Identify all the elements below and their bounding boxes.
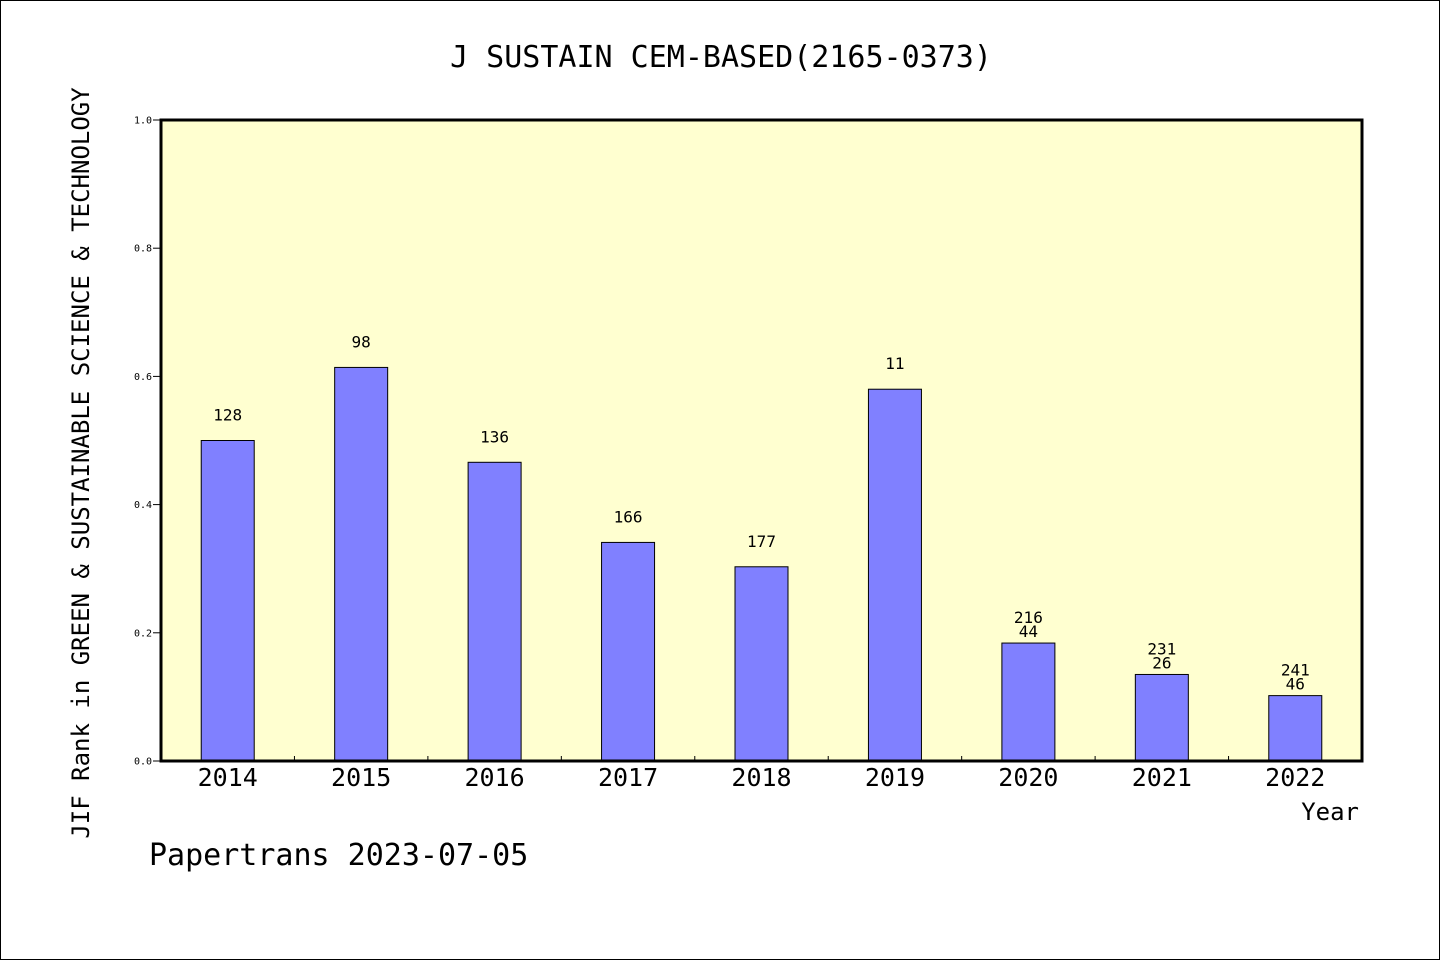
data-label: 98	[352, 332, 371, 351]
plot-frame	[159, 118, 1364, 763]
bar	[734, 566, 789, 762]
bar	[1268, 695, 1323, 762]
data-label-rank: 241	[1281, 661, 1310, 680]
footer-credit: Papertrans 2023-07-05	[149, 838, 528, 873]
plot-area: 0.0 0.2 0.4 0.6 0.8 1.0 128 2014 98 2015 136 2016 16…	[134, 116, 1364, 792]
bar	[1134, 673, 1189, 762]
bar	[334, 366, 389, 762]
bar	[200, 440, 255, 762]
data-label: 128	[213, 406, 242, 425]
y-tick-label: 1.0	[134, 116, 152, 127]
x-tick-label: 2016	[465, 763, 525, 792]
data-label: 166	[614, 507, 643, 526]
chart-title: J SUSTAIN CEM-BASED(2165-0373)	[450, 40, 992, 75]
y-axis-label: JIF Rank in GREEN & SUSTAINABLE SCIENCE …	[67, 87, 95, 839]
data-label: 136	[480, 427, 509, 446]
y-tick-label: 0.0	[134, 757, 152, 768]
data-label-secondary: 46	[1286, 675, 1305, 694]
y-tick-label: 0.8	[134, 244, 152, 255]
x-tick-label: 2020	[998, 763, 1058, 792]
x-tick-label: 2017	[598, 763, 658, 792]
data-label-rank: 231	[1147, 639, 1176, 658]
x-tick-label: 2015	[331, 763, 391, 792]
data-label-rank: 216	[1014, 608, 1043, 627]
x-axis-label: Year	[1301, 798, 1359, 826]
y-tick-label: 0.2	[134, 628, 152, 639]
bar	[467, 461, 522, 762]
x-tick-label: 2021	[1132, 763, 1192, 792]
data-label-secondary: 26	[1152, 653, 1171, 672]
x-tick-label: 2019	[865, 763, 925, 792]
bar	[601, 541, 656, 762]
x-tick-label: 2018	[731, 763, 791, 792]
x-tick-label: 2022	[1265, 763, 1325, 792]
data-label: 11	[885, 354, 904, 373]
bar	[867, 388, 922, 762]
x-tick-label: 2014	[198, 763, 258, 792]
bar	[1001, 642, 1056, 762]
y-tick-label: 0.4	[134, 500, 152, 511]
data-label-secondary: 44	[1019, 622, 1038, 641]
y-tick-label: 0.6	[134, 372, 152, 383]
data-label: 177	[747, 532, 776, 551]
